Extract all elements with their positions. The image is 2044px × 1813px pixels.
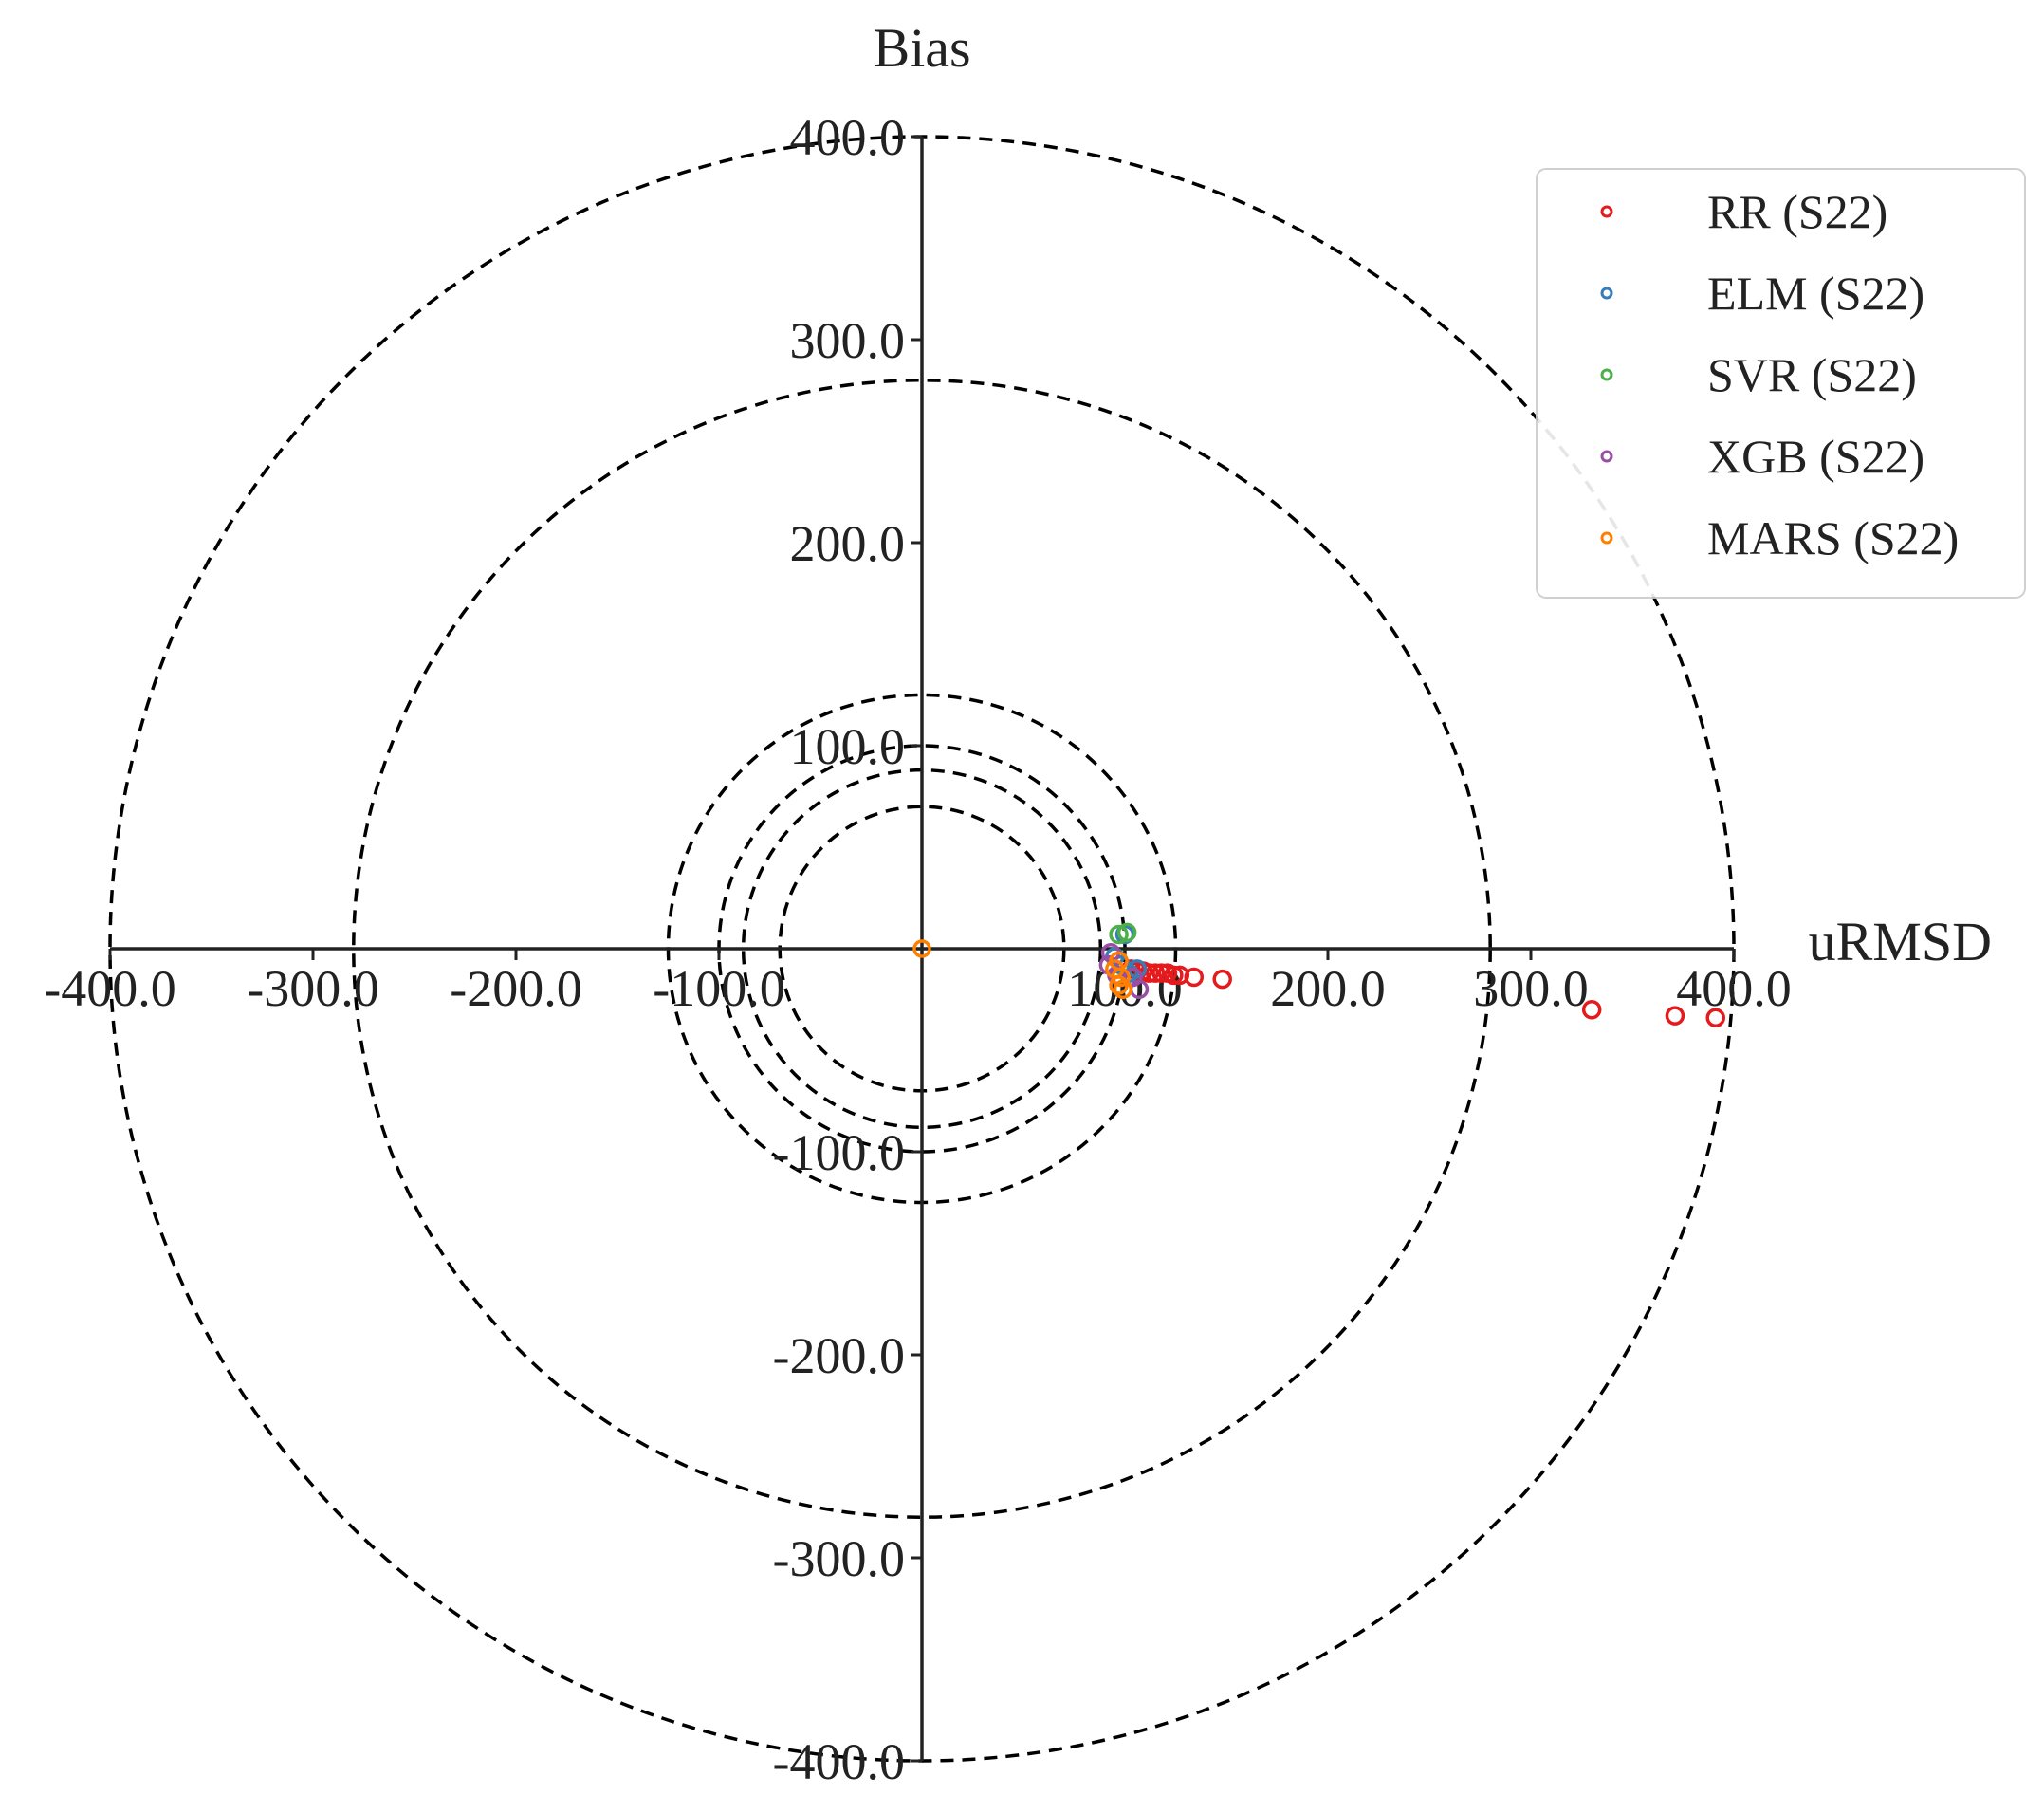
data-point-series-0 — [1665, 1006, 1685, 1026]
x-tick-label: -400.0 — [44, 960, 175, 1017]
y-tick-label: -300.0 — [773, 1530, 905, 1587]
x-tick-label: -200.0 — [450, 960, 581, 1017]
legend-marker — [1600, 450, 1613, 463]
data-point-series-0 — [1212, 969, 1232, 990]
legend-label: SVR (S22) — [1707, 348, 1917, 401]
axes — [110, 137, 1734, 1761]
x-tick-label: 200.0 — [1270, 960, 1386, 1017]
data-point-series-0 — [1157, 963, 1178, 983]
data-point-series-4 — [1109, 951, 1129, 971]
y-tick-label: -400.0 — [773, 1733, 905, 1790]
y-tick-label: -200.0 — [773, 1327, 905, 1384]
y-tick-label: 200.0 — [790, 515, 906, 572]
data-point-series-0 — [1581, 999, 1602, 1020]
legend-frame — [1536, 168, 2026, 599]
data-point-series-0 — [1151, 963, 1171, 983]
x-tick-label: -100.0 — [653, 960, 784, 1017]
x-tick-label: -300.0 — [247, 960, 378, 1017]
y-tick-label: 100.0 — [790, 718, 906, 775]
legend-marker — [1600, 531, 1613, 545]
y-axis-title: Bias — [873, 17, 970, 79]
x-tick-label: 400.0 — [1676, 960, 1792, 1017]
data-point-series-0 — [1145, 963, 1166, 983]
legend-label: XGB (S22) — [1707, 430, 1924, 483]
legend: RR (S22) ELM (S22) SVR (S22) XGB (S22) MARS … — [1536, 168, 2026, 599]
y-tick-label: 300.0 — [790, 312, 906, 369]
legend-label: RR (S22) — [1707, 185, 1887, 238]
legend-marker — [1600, 368, 1613, 381]
tick-labels: -400.0 -300.0 -200.0 -100.0 100.0 200.0 300.0 4… — [44, 109, 1791, 1790]
reference-point — [912, 939, 931, 958]
data-point-series-1 — [1114, 924, 1135, 945]
data-point-series-4 — [1113, 979, 1133, 1000]
legend-marker — [1600, 205, 1613, 218]
x-tick-label: 300.0 — [1473, 960, 1589, 1017]
y-tick-label: -100.0 — [773, 1124, 905, 1181]
data-point-series-0 — [1169, 965, 1190, 986]
legend-label: ELM (S22) — [1707, 267, 1924, 320]
data-point-series-2 — [1116, 922, 1137, 943]
x-axis-title: uRMSD — [1809, 911, 1992, 972]
y-tick-label: 400.0 — [790, 109, 906, 166]
data-point-series-2 — [1109, 924, 1129, 945]
legend-marker — [1600, 287, 1613, 300]
data-point-series-0 — [1705, 1008, 1725, 1028]
data-points — [912, 922, 1725, 1028]
legend-label: MARS (S22) — [1707, 511, 1959, 564]
